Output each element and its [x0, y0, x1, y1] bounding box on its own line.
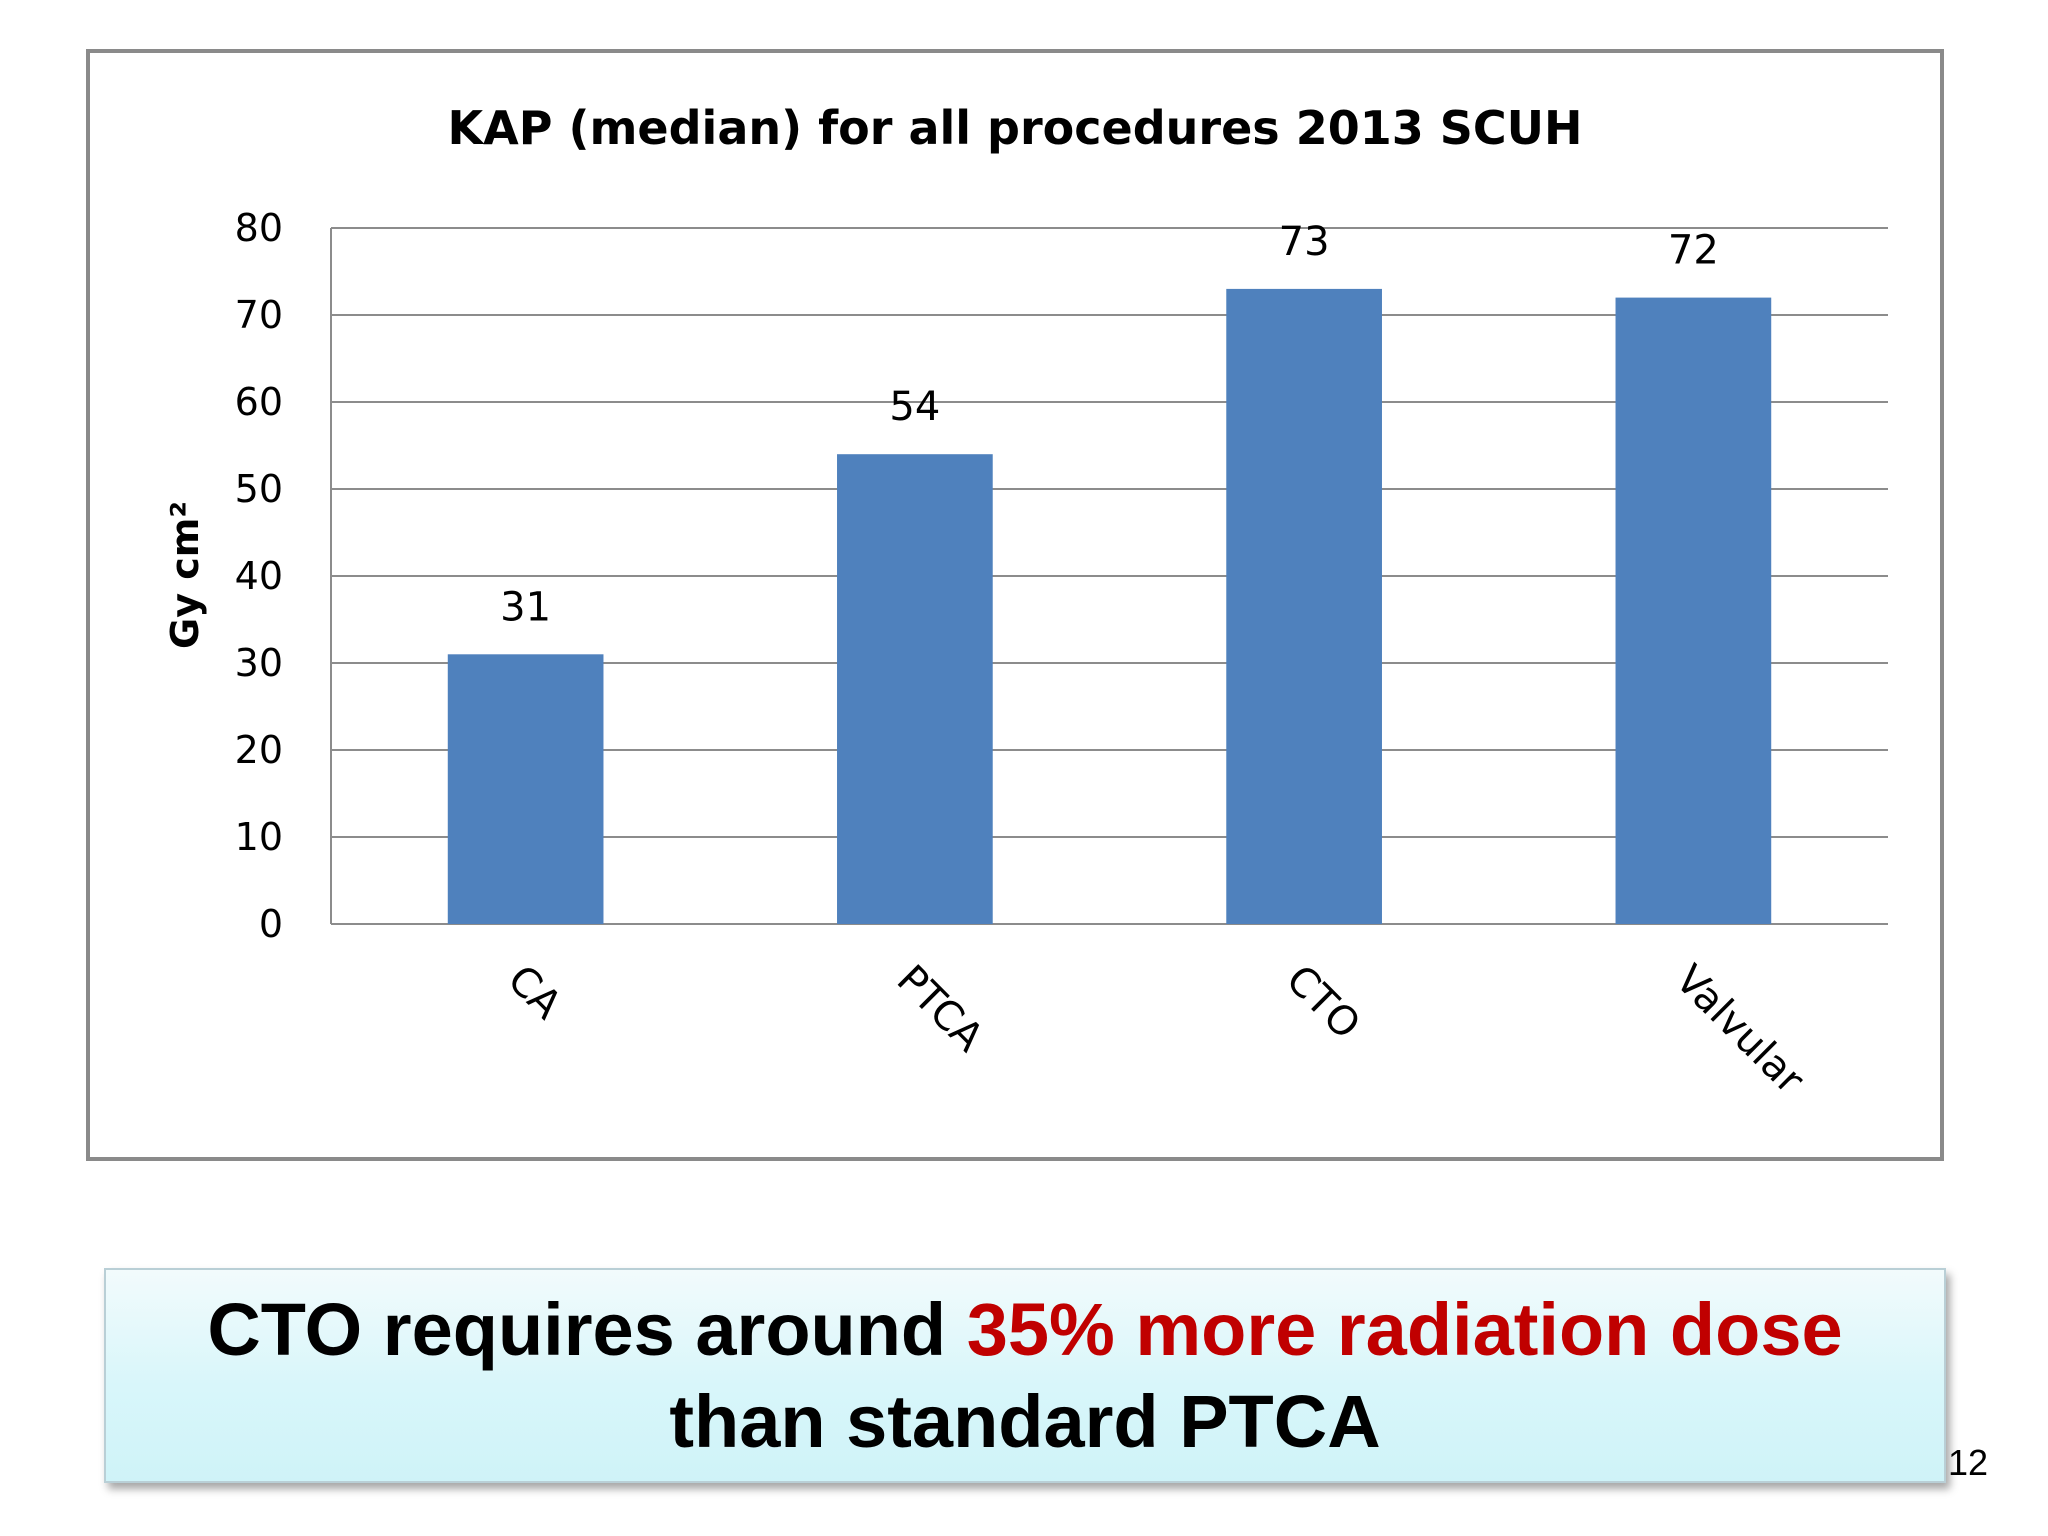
y-tick-label: 30 — [235, 641, 283, 685]
y-tick-label: 20 — [235, 728, 283, 772]
y-tick-label: 70 — [235, 293, 283, 337]
category-label: CTO — [1277, 957, 1369, 1049]
y-tick-label: 60 — [235, 380, 283, 424]
bar — [837, 454, 993, 924]
callout-text-start: CTO requires around — [207, 1288, 967, 1371]
chart-title: KAP (median) for all procedures 2013 SCU… — [448, 101, 1583, 155]
conclusion-callout: CTO requires around 35% more radiation d… — [104, 1268, 1946, 1483]
data-labels: 31 54 73 72 — [500, 219, 1719, 630]
category-label: CA — [499, 957, 571, 1029]
y-tick-label: 10 — [235, 815, 283, 859]
data-label: 31 — [500, 584, 551, 630]
data-label: 54 — [889, 384, 940, 430]
callout-highlight: 35% more radiation dose — [966, 1288, 1843, 1371]
callout-text-end: than standard PTCA — [669, 1380, 1381, 1463]
bar — [1226, 288, 1382, 924]
data-label: 73 — [1279, 219, 1330, 265]
category-label: PTCA — [888, 957, 993, 1062]
y-tick-label: 80 — [235, 206, 283, 250]
bar — [1615, 297, 1772, 925]
x-axis-categories: CA PTCA CTO Valvular — [499, 957, 1813, 1104]
slide-number: 12 — [1948, 1442, 1989, 1483]
data-label: 72 — [1668, 228, 1719, 274]
y-axis-ticks: 0 10 20 30 40 50 60 70 80 — [235, 206, 283, 946]
y-tick-label: 0 — [259, 902, 283, 946]
y-axis-label: Gy cm² — [163, 501, 207, 649]
y-tick-label: 40 — [235, 554, 283, 598]
bars — [447, 288, 1772, 925]
bar — [447, 654, 604, 924]
category-label: Valvular — [1666, 957, 1813, 1104]
y-tick-label: 50 — [235, 467, 283, 511]
